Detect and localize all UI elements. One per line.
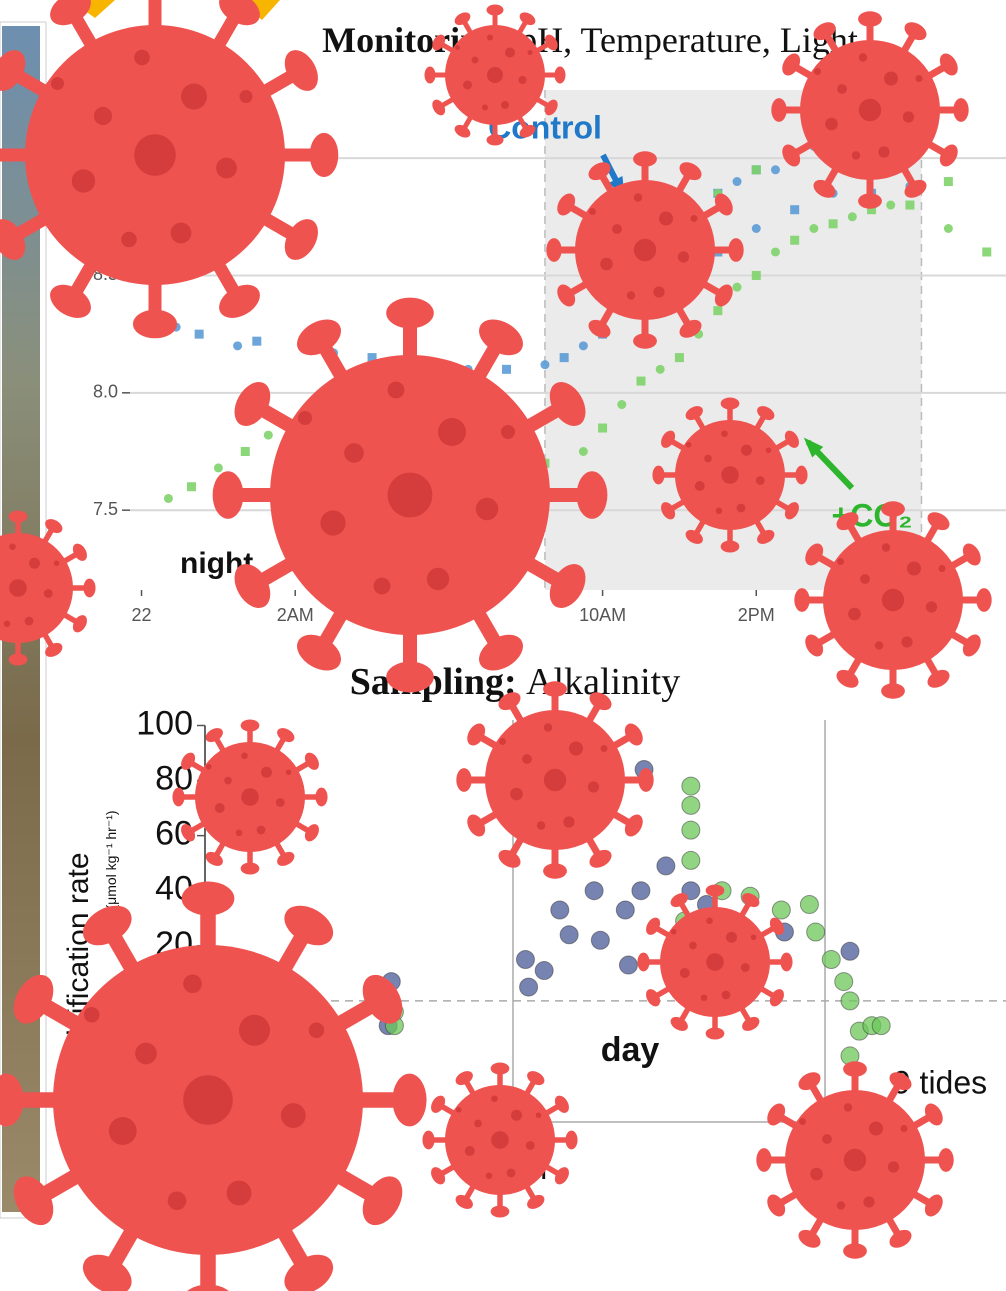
- point: [187, 482, 196, 491]
- point: [195, 330, 204, 339]
- point: [675, 353, 684, 362]
- point: [982, 247, 991, 256]
- point: [807, 923, 825, 941]
- annotation: day: [601, 1031, 660, 1069]
- point: [164, 494, 173, 503]
- y-tick-label: 8.0: [93, 382, 118, 402]
- point: [682, 821, 700, 839]
- y-tick-label: 7.5: [93, 499, 118, 519]
- point: [233, 341, 242, 350]
- point: [637, 377, 646, 386]
- point: [619, 956, 637, 974]
- point: [516, 951, 534, 969]
- point: [682, 796, 700, 814]
- point: [616, 901, 634, 919]
- point: [790, 236, 799, 245]
- point: [841, 942, 859, 960]
- y-axis-unit: (μmol kg⁻¹ hr⁻¹): [103, 810, 119, 909]
- page: Monitoring: pH, Temperature, Light 7.5 8.0…: [0, 0, 1006, 1291]
- point: [551, 901, 569, 919]
- point: [520, 978, 538, 996]
- point: [560, 353, 569, 362]
- point: [771, 247, 780, 256]
- x-tick-label: 2PM: [738, 605, 775, 625]
- point: [944, 177, 953, 186]
- chart-title: Monitoring: pH, Temperature, Light: [322, 20, 858, 60]
- title-text: pH, Temperature, Light: [519, 20, 858, 60]
- point: [733, 177, 742, 186]
- point: [829, 219, 838, 228]
- point: [579, 341, 588, 350]
- point: [752, 165, 761, 174]
- point: [241, 447, 250, 456]
- point: [752, 271, 761, 280]
- y-tick-label: 100: [136, 704, 193, 742]
- point: [502, 365, 511, 374]
- point: [800, 895, 818, 913]
- point: [657, 857, 675, 875]
- point: [848, 212, 857, 221]
- point: [752, 224, 761, 233]
- point: [535, 962, 553, 980]
- point: [771, 165, 780, 174]
- point: [682, 777, 700, 795]
- point: [632, 882, 650, 900]
- point: [772, 901, 790, 919]
- point: [682, 851, 700, 869]
- point: [656, 365, 665, 374]
- point: [790, 205, 799, 214]
- point: [872, 1017, 890, 1035]
- point: [591, 931, 609, 949]
- point: [733, 283, 742, 292]
- point: [886, 201, 895, 210]
- point: [560, 926, 578, 944]
- x-tick-label: 10AM: [579, 605, 626, 625]
- point: [944, 224, 953, 233]
- point: [822, 951, 840, 969]
- slide: Monitoring: pH, Temperature, Light 7.5 8.0…: [0, 0, 1006, 1291]
- point: [598, 424, 607, 433]
- x-tick-label: 2AM: [277, 605, 314, 625]
- point: [905, 201, 914, 210]
- point: [540, 360, 549, 369]
- point: [809, 224, 818, 233]
- point: [713, 306, 722, 315]
- point: [835, 973, 853, 991]
- point: [579, 447, 588, 456]
- point: [841, 992, 859, 1010]
- point: [585, 882, 603, 900]
- point: [617, 400, 626, 409]
- x-tick-label: 22: [132, 605, 152, 625]
- point: [214, 463, 223, 472]
- point: [264, 431, 273, 440]
- point: [252, 337, 261, 346]
